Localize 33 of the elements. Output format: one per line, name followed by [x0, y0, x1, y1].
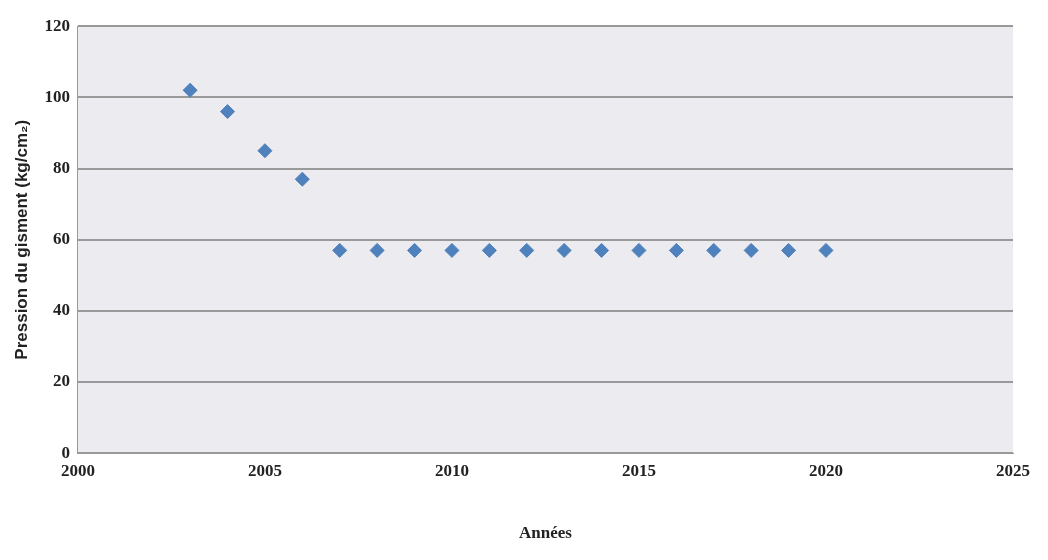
y-tick-label: 100: [44, 86, 70, 106]
point: [519, 242, 535, 258]
point: [257, 143, 273, 159]
x-axis-title: Années: [519, 523, 573, 543]
point: [818, 242, 834, 258]
y-axis-title: Pression du gisment (kg/cm₂): [11, 119, 31, 360]
point: [444, 242, 460, 258]
point: [706, 242, 722, 258]
x-tick-label: 2000: [60, 460, 95, 480]
point: [481, 242, 497, 258]
point: [631, 242, 647, 258]
y-tick-label: 120: [44, 15, 70, 35]
point: [220, 104, 236, 120]
y-tick-label: 60: [52, 229, 70, 249]
point: [294, 171, 310, 187]
point: [781, 242, 797, 258]
x-tick-label: 2015: [621, 460, 656, 480]
point: [743, 242, 759, 258]
x-tick-label: 2005: [247, 460, 282, 480]
y-tick-label: 80: [52, 157, 70, 177]
point: [369, 242, 385, 258]
point: [332, 242, 348, 258]
x-tick-label: 2025: [996, 460, 1030, 480]
y-tick-label: 40: [52, 300, 70, 320]
y-tick-label: 0: [61, 442, 70, 462]
point: [407, 242, 423, 258]
point: [668, 242, 684, 258]
point: [182, 82, 198, 98]
point: [594, 242, 610, 258]
x-tick-label: 2020: [808, 460, 843, 480]
x-tick-label: 2010: [434, 460, 469, 480]
y-tick-label: 20: [52, 371, 70, 391]
point: [556, 242, 572, 258]
